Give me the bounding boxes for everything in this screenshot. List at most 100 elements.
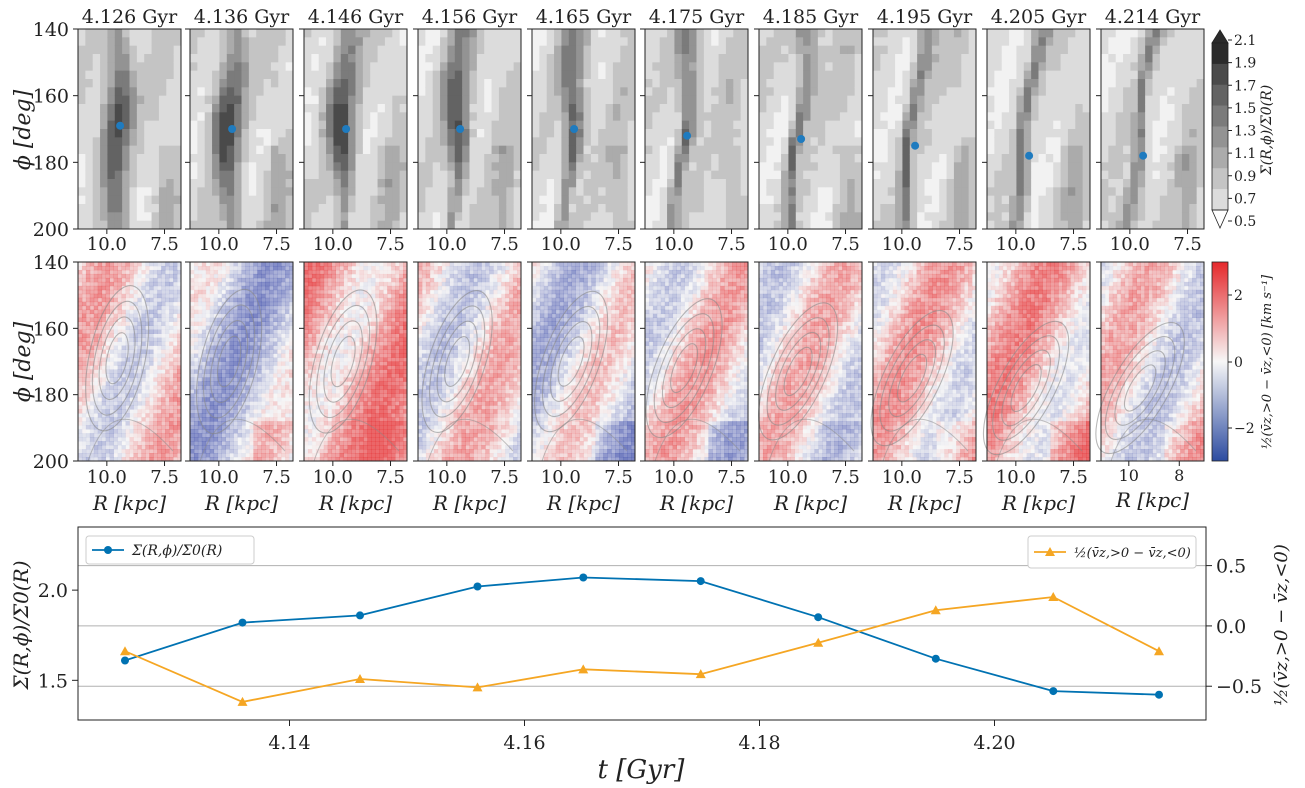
velocity-cell — [113, 285, 118, 291]
density-cell — [909, 220, 918, 230]
density-cell — [506, 220, 515, 230]
density-cell — [278, 195, 287, 205]
density-cell — [197, 54, 206, 63]
velocity-cell — [165, 429, 170, 434]
density-cell — [318, 95, 327, 105]
density-cell — [1067, 37, 1076, 47]
density-cell — [129, 129, 138, 138]
density-cell — [384, 62, 393, 72]
density-cell — [392, 220, 401, 230]
density-cell — [248, 170, 257, 180]
density-cell — [78, 145, 86, 155]
density-cell — [1060, 195, 1069, 205]
density-cell — [144, 129, 152, 138]
density-cell — [1001, 37, 1010, 47]
velocity-cell — [190, 449, 195, 454]
density-cell — [788, 54, 797, 63]
density-cell — [355, 87, 364, 97]
density-cell — [1038, 204, 1047, 213]
density-cell — [902, 212, 911, 222]
density-cell — [1159, 179, 1168, 188]
density-cell — [539, 45, 548, 55]
velocity-cell — [137, 441, 142, 446]
density-cell — [652, 29, 661, 38]
density-cell — [318, 45, 327, 55]
velocity-cell — [161, 389, 166, 394]
density-cell — [263, 87, 272, 97]
density-cell — [1108, 54, 1117, 63]
density-cell — [256, 212, 264, 222]
density-cell — [773, 204, 782, 213]
velocity-cell — [97, 337, 103, 342]
velocity-cell — [153, 289, 158, 295]
density-cell — [652, 204, 661, 213]
density-cell — [902, 154, 911, 163]
velocity-cell — [85, 389, 91, 394]
density-panel-frame — [189, 28, 294, 230]
density-cell — [961, 37, 970, 47]
density-cell — [190, 204, 198, 213]
velocity-cell — [165, 437, 170, 442]
velocity-cell — [153, 429, 158, 434]
density-cell — [605, 87, 614, 97]
density-cell — [173, 112, 182, 122]
density-cell — [583, 154, 592, 163]
density-cell — [333, 37, 342, 47]
density-cell — [583, 187, 592, 197]
density-cell — [114, 37, 123, 47]
density-cell — [1082, 187, 1091, 197]
density-cell — [994, 29, 1003, 38]
density-cell — [1145, 104, 1153, 113]
velocity-cell — [102, 381, 106, 385]
velocity-cell — [141, 313, 146, 319]
density-cell — [285, 70, 294, 80]
density-cell — [340, 220, 349, 230]
density-cell — [766, 179, 775, 188]
velocity-cell — [190, 341, 195, 346]
velocity-cell — [82, 429, 86, 433]
density-cell — [370, 87, 378, 97]
density-cell — [399, 204, 408, 213]
velocity-cell — [145, 421, 150, 426]
velocity-cell — [81, 457, 87, 462]
density-cell — [318, 104, 327, 113]
density-cell — [568, 187, 577, 197]
density-cell — [817, 129, 826, 138]
density-cell — [326, 154, 334, 163]
density-cell — [924, 54, 933, 63]
density-cell — [340, 62, 349, 72]
density-cell — [781, 112, 789, 122]
velocity-cell — [125, 389, 130, 394]
velocity-cell — [157, 289, 162, 295]
density-cell — [1174, 137, 1183, 147]
velocity-cell — [89, 281, 95, 287]
velocity-cell — [145, 349, 150, 354]
density-cell — [392, 45, 401, 55]
density-cell — [226, 154, 235, 163]
velocity-cell — [133, 321, 138, 326]
density-cell — [462, 79, 470, 88]
density-cell — [817, 95, 826, 105]
density-cell — [326, 137, 334, 147]
velocity-cell — [149, 393, 154, 398]
velocity-cell — [145, 285, 150, 291]
velocity-cell — [97, 269, 103, 275]
density-cell — [1115, 54, 1124, 63]
velocity-cell — [81, 345, 87, 350]
density-cell — [136, 37, 145, 47]
density-cell — [144, 137, 152, 147]
density-cell — [598, 187, 606, 197]
velocity-cell — [161, 425, 166, 430]
density-cell — [994, 212, 1003, 222]
density-cell — [1023, 137, 1032, 147]
density-cell — [304, 95, 312, 105]
density-cell — [270, 120, 279, 130]
velocity-cell — [153, 449, 158, 454]
velocity-cell — [78, 289, 83, 295]
density-cell — [318, 145, 327, 155]
density-cell — [873, 195, 881, 205]
density-cell — [219, 87, 228, 97]
density-cell — [355, 54, 364, 63]
velocity-cell — [173, 361, 178, 366]
density-cell — [318, 87, 327, 97]
